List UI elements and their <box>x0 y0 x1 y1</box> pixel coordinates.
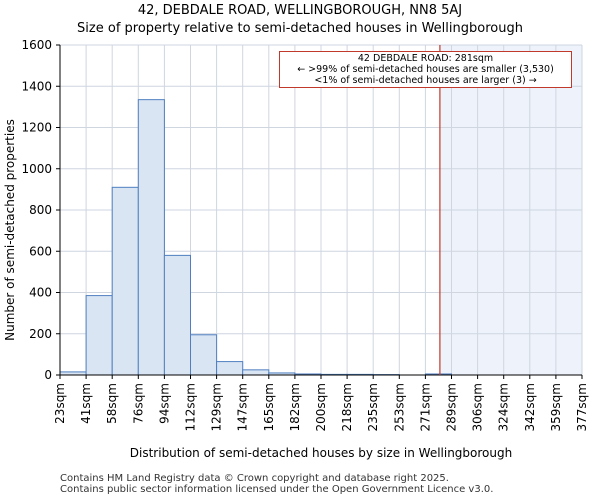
x-axis-label: Distribution of semi-detached houses by … <box>130 446 512 460</box>
x-tick-label: 218sqm <box>340 383 354 431</box>
histogram-bar <box>163 254 191 376</box>
x-tick-label: 182sqm <box>288 383 302 431</box>
y-axis-label: Number of semi-detached properties <box>3 119 17 341</box>
annotation-line-3: <1% of semi-detached houses are larger (… <box>314 75 537 86</box>
footer-copyright: Contains HM Land Registry data © Crown c… <box>60 473 449 484</box>
x-tick-label: 342sqm <box>523 383 537 431</box>
y-tick-label: 0 <box>44 368 52 382</box>
property-annotation-box: 42 DEBDALE ROAD: 281sqm ← >99% of semi-d… <box>279 51 572 88</box>
chart-title: 42, DEBDALE ROAD, WELLINGBOROUGH, NN8 5A… <box>137 3 463 18</box>
annotation-line-2: ← >99% of semi-detached houses are small… <box>297 64 554 75</box>
histogram-bar <box>137 99 165 376</box>
footer-licence: Contains public sector information licen… <box>60 484 494 495</box>
annotation-line-1: 42 DEBDALE ROAD: 281sqm <box>357 53 494 64</box>
y-tick-label: 600 <box>29 244 52 258</box>
x-tick-label: 271sqm <box>418 383 432 431</box>
x-tick-label: 112sqm <box>184 383 198 431</box>
y-tick-label: 400 <box>29 286 52 300</box>
x-tick-label: 235sqm <box>366 383 380 431</box>
y-tick-label: 800 <box>29 203 52 217</box>
x-tick-label: 76sqm <box>131 383 145 424</box>
x-tick-label: 253sqm <box>392 383 406 431</box>
y-tick-label: 1200 <box>21 121 52 135</box>
x-tick-label: 165sqm <box>262 383 276 431</box>
x-tick-label: 41sqm <box>79 383 93 424</box>
x-tick-label: 324sqm <box>497 383 511 431</box>
y-tick-label: 1400 <box>21 79 52 93</box>
chart-subtitle: Size of property relative to semi-detach… <box>77 21 523 36</box>
x-tick-label: 200sqm <box>314 383 328 431</box>
x-tick-label: 289sqm <box>445 383 459 431</box>
x-tick-label: 147sqm <box>236 383 250 431</box>
x-tick-label: 129sqm <box>210 383 224 431</box>
histogram-bar <box>85 295 113 376</box>
histogram-bar <box>216 361 244 376</box>
y-tick-label: 1600 <box>21 38 52 52</box>
y-tick-label: 1000 <box>21 162 52 176</box>
x-tick-label: 377sqm <box>575 383 589 431</box>
y-tick-label: 200 <box>29 327 52 341</box>
histogram-bar <box>111 186 139 376</box>
x-tick-label: 306sqm <box>471 383 485 431</box>
x-tick-label: 58sqm <box>105 383 119 424</box>
histogram-bar <box>190 334 218 376</box>
histogram-bar <box>242 369 270 376</box>
x-tick-label: 94sqm <box>157 383 171 424</box>
x-tick-label: 23sqm <box>53 383 67 424</box>
x-tick-label: 359sqm <box>549 383 563 431</box>
